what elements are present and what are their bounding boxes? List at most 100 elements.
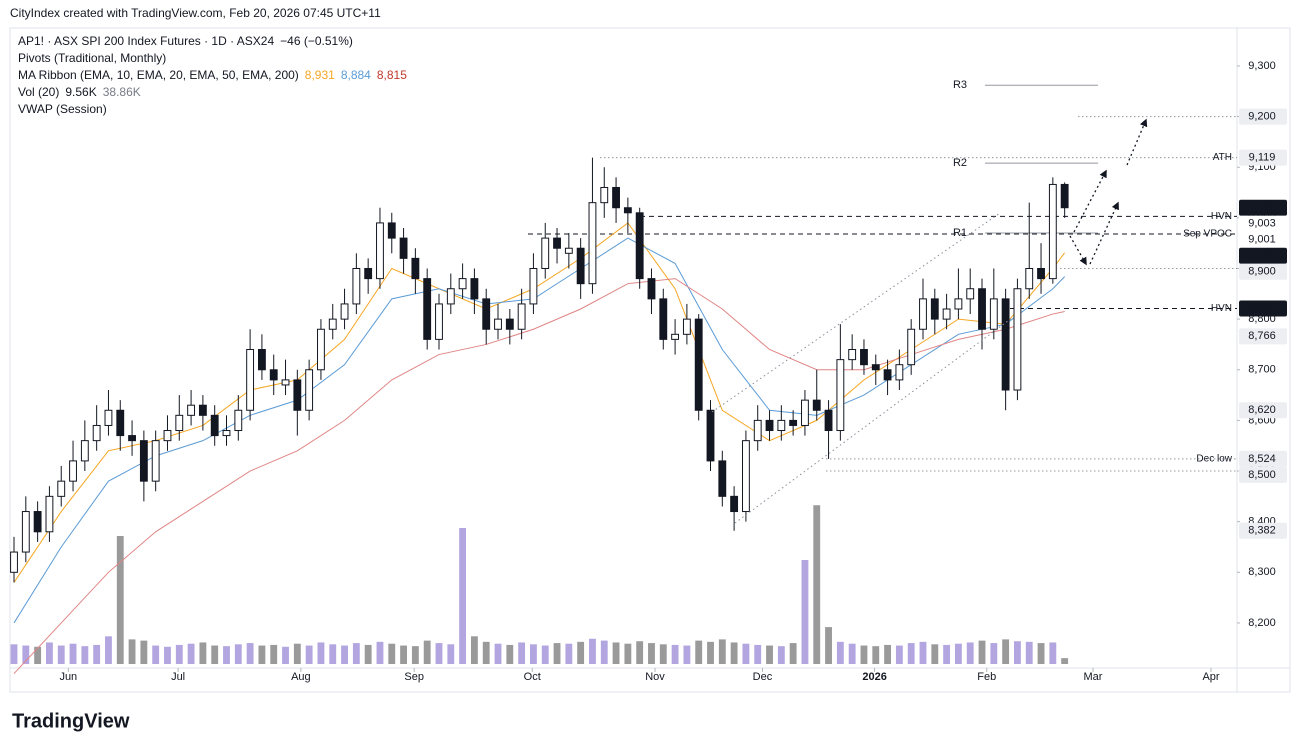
x-tick-label: Jun [59, 671, 77, 683]
volume-bar [754, 644, 762, 664]
x-tick-label: Aug [291, 671, 311, 683]
volume-bar [766, 645, 773, 664]
volume-bar [234, 644, 242, 664]
candle-body [21, 511, 30, 553]
price-badge-label: 9,001 [1248, 234, 1276, 246]
ema-line [13, 222, 1066, 583]
x-tick-label: Jul [171, 671, 185, 683]
volume-bar [470, 636, 478, 664]
volume-bar [659, 644, 667, 664]
level-label: ATH [1213, 152, 1232, 163]
volume-bar [825, 627, 832, 664]
price-badge-label: 9,200 [1248, 110, 1276, 122]
volume-bar [931, 644, 939, 664]
price-badge-label: 9,003 [1248, 218, 1276, 230]
brand: TradingView [12, 710, 130, 732]
volume-bar [801, 560, 809, 664]
candle-body [541, 237, 550, 269]
volume-bar [211, 645, 219, 664]
volume-bar [22, 645, 30, 664]
candle-body [623, 207, 632, 214]
candle-body [635, 212, 644, 280]
price-badge [1239, 149, 1287, 166]
volume-bar [258, 645, 266, 664]
candle-body [694, 318, 703, 411]
candle-body [175, 414, 184, 432]
volume-bar [423, 640, 431, 664]
volume-bar [223, 646, 230, 664]
volume-bar [1037, 643, 1045, 664]
price-badge-label: 9,020 [1248, 202, 1276, 214]
arrow [1089, 201, 1119, 265]
volume-bar [494, 643, 502, 664]
candle-body [801, 399, 809, 426]
volume-bar [813, 505, 821, 664]
level-label: Dec low [1196, 454, 1232, 465]
volume-bar [199, 642, 207, 664]
candle-body [317, 328, 325, 371]
x-tick-label: Mar [1084, 671, 1103, 683]
candle-body [706, 409, 715, 462]
candle-body [33, 511, 42, 533]
vol: Vol (20) [18, 85, 59, 99]
volume-bar [152, 645, 160, 664]
candle-body [647, 278, 656, 300]
candle-body [659, 298, 668, 340]
candle-body [57, 480, 66, 497]
volume-bar [388, 643, 396, 664]
candle-body [1060, 183, 1069, 209]
candle-body [257, 349, 266, 371]
candle-body [423, 278, 432, 340]
candle-body [612, 186, 620, 209]
volume-bar [293, 643, 301, 664]
price-badge [1239, 199, 1287, 216]
channel-line [711, 212, 1001, 413]
candle-body [246, 349, 255, 411]
candle-body [399, 237, 408, 259]
volume-bar [895, 645, 903, 664]
candle-body [139, 440, 148, 482]
level-label: HVN [1211, 211, 1232, 222]
volume-bar [541, 645, 549, 664]
legend-ma: MA Ribbon (EMA, 10, EMA, 20, EMA, 50, EM… [18, 68, 407, 82]
volume-bar [187, 643, 195, 664]
volume-bar [612, 642, 620, 664]
drawings [711, 212, 1013, 524]
candle-body [919, 298, 927, 330]
volume-bar [730, 642, 738, 664]
volume-bar [164, 646, 171, 664]
candle-body [671, 333, 680, 340]
volume-bar [789, 643, 797, 664]
volume-bar [636, 641, 644, 664]
candle-body [269, 369, 278, 381]
ma-ribbon: MA Ribbon (EMA, 10, EMA, 20, EMA, 50, EM… [18, 68, 299, 82]
volume-bar [671, 644, 679, 664]
candle-body [966, 288, 975, 300]
price-badge-label: 8,620 [1248, 404, 1276, 416]
candle-body [730, 495, 739, 513]
candle-body [458, 278, 467, 290]
volume-bar [707, 641, 714, 664]
volume-bar [81, 646, 89, 664]
volume-bar [270, 644, 278, 664]
price-badge [1239, 231, 1287, 248]
candle-body [978, 288, 986, 330]
arrow [1126, 118, 1148, 166]
volume-bar [742, 643, 750, 664]
arrows [1069, 118, 1148, 266]
candle-body [1013, 288, 1022, 391]
volume-bar [447, 644, 455, 664]
candle-body [45, 495, 54, 533]
candle-body [80, 440, 89, 462]
volume-bar [341, 645, 348, 664]
channel-line [734, 317, 1013, 524]
volume-bar [1014, 641, 1021, 664]
candle-body [222, 430, 231, 437]
candle-body [871, 364, 880, 371]
y-tick-label: 8,200 [1248, 617, 1276, 629]
candle-body [128, 435, 136, 442]
volume-bar [518, 642, 526, 664]
price-badge [1239, 300, 1287, 317]
volume-bar [282, 646, 289, 664]
candle-body [576, 247, 585, 285]
